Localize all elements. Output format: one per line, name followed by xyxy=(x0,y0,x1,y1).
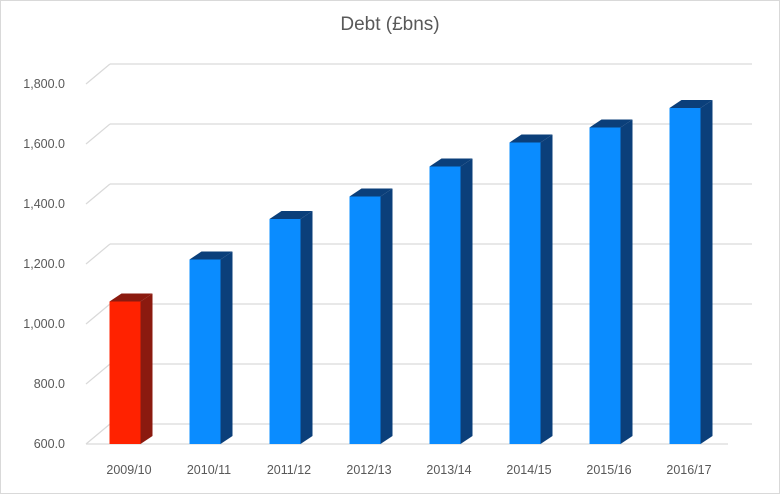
bar-2012/13 xyxy=(349,188,393,444)
x-tick-label: 2013/14 xyxy=(426,463,471,477)
x-axis-ticks: 2009/10 2010/11 2011/12 2012/13 2013/14 2014/… xyxy=(106,463,711,477)
gridline xyxy=(85,183,752,205)
bar-front xyxy=(109,301,141,444)
x-tick-label: 2014/15 xyxy=(506,463,551,477)
gridline xyxy=(85,243,752,265)
bar-top xyxy=(589,119,633,128)
bar-front xyxy=(189,259,221,444)
bar-side xyxy=(620,119,633,444)
bar-top xyxy=(109,293,153,302)
bar-front xyxy=(349,196,381,444)
y-tick-label: 1,600.0 xyxy=(23,137,65,151)
bar-top xyxy=(669,100,713,108)
bar-2009/10 xyxy=(109,293,153,444)
bar-side xyxy=(380,188,393,444)
x-tick-label: 2016/17 xyxy=(666,463,711,477)
y-tick-label: 1,000.0 xyxy=(23,317,65,331)
bar-top xyxy=(269,211,313,219)
bars xyxy=(109,100,713,444)
gridline xyxy=(85,423,752,445)
bar-side xyxy=(540,134,553,444)
x-tick-label: 2010/11 xyxy=(187,463,231,477)
y-tick-label: 1,400.0 xyxy=(23,197,65,211)
x-tick-label: 2009/10 xyxy=(106,463,151,477)
bar-side xyxy=(140,293,153,444)
bar-2016/17 xyxy=(669,100,713,444)
bar-2010/11 xyxy=(189,251,233,444)
chart-title: Debt (£bns) xyxy=(340,14,440,35)
bar-top xyxy=(189,251,233,260)
y-tick-label: 800.0 xyxy=(34,377,65,391)
gridline xyxy=(85,123,752,145)
bar-top xyxy=(349,188,393,197)
bar-side xyxy=(220,251,233,444)
gridline xyxy=(85,63,752,85)
gridline xyxy=(85,303,752,325)
bar-2014/15 xyxy=(509,134,553,444)
x-tick-label: 2012/13 xyxy=(346,463,391,477)
bar-side xyxy=(700,100,713,444)
x-tick-label: 2011/12 xyxy=(267,463,311,477)
y-tick-label: 600.0 xyxy=(34,437,65,451)
x-tick-label: 2015/16 xyxy=(586,463,631,477)
bar-top xyxy=(429,158,473,167)
y-tick-label: 1,200.0 xyxy=(23,257,65,271)
y-axis-ticks: 600.0 800.0 1,000.0 1,200.0 1,400.0 1,600.0 1,… xyxy=(23,77,65,451)
bar-front xyxy=(589,127,621,444)
y-tick-label: 1,800.0 xyxy=(23,77,65,91)
bar-side xyxy=(300,211,313,444)
bar-2015/16 xyxy=(589,119,633,444)
gridlines xyxy=(85,63,752,445)
bar-front xyxy=(429,166,461,444)
bar-front xyxy=(509,142,541,444)
gridline xyxy=(85,363,752,385)
bar-2013/14 xyxy=(429,158,473,444)
bar-2011/12 xyxy=(269,211,313,444)
bar-top xyxy=(509,134,553,143)
bar-front xyxy=(269,219,301,444)
bar-front xyxy=(669,108,701,444)
bar-side xyxy=(460,158,473,444)
